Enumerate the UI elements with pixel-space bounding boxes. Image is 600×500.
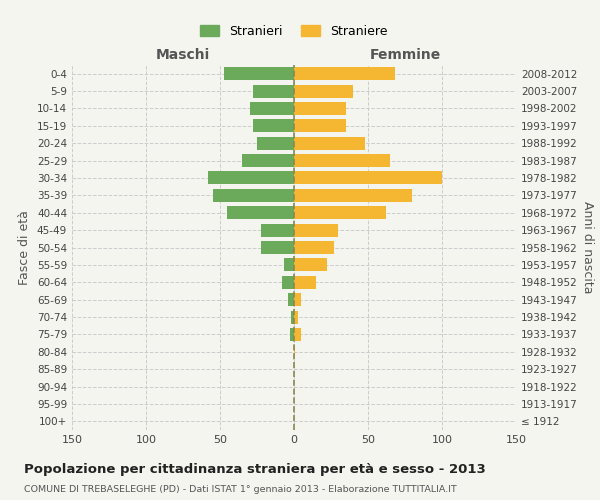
Bar bbox=[294, 136, 365, 149]
Bar bbox=[224, 67, 294, 80]
Bar bbox=[294, 154, 390, 167]
Text: COMUNE DI TREBASELEGHE (PD) - Dati ISTAT 1° gennaio 2013 - Elaborazione TUTTITAL: COMUNE DI TREBASELEGHE (PD) - Dati ISTAT… bbox=[24, 485, 457, 494]
Bar bbox=[291, 310, 294, 324]
Bar bbox=[294, 258, 326, 272]
Bar bbox=[262, 241, 294, 254]
Bar bbox=[294, 120, 346, 132]
Text: Maschi: Maschi bbox=[156, 48, 210, 62]
Bar bbox=[294, 84, 353, 98]
Bar bbox=[294, 224, 338, 236]
Bar bbox=[294, 293, 301, 306]
Bar bbox=[294, 328, 301, 341]
Bar bbox=[294, 346, 295, 358]
Bar bbox=[227, 206, 294, 220]
Bar bbox=[294, 102, 346, 115]
Bar bbox=[253, 120, 294, 132]
Bar bbox=[262, 224, 294, 236]
Bar bbox=[294, 189, 412, 202]
Bar bbox=[242, 154, 294, 167]
Bar bbox=[208, 172, 294, 184]
Bar bbox=[294, 276, 316, 289]
Bar bbox=[257, 136, 294, 149]
Bar bbox=[212, 189, 294, 202]
Text: Popolazione per cittadinanza straniera per età e sesso - 2013: Popolazione per cittadinanza straniera p… bbox=[24, 462, 486, 475]
Bar bbox=[290, 328, 294, 341]
Y-axis label: Fasce di età: Fasce di età bbox=[19, 210, 31, 285]
Bar bbox=[294, 172, 442, 184]
Bar bbox=[284, 258, 294, 272]
Bar bbox=[250, 102, 294, 115]
Bar bbox=[282, 276, 294, 289]
Bar bbox=[294, 241, 334, 254]
Bar bbox=[294, 310, 298, 324]
Legend: Stranieri, Straniere: Stranieri, Straniere bbox=[196, 20, 392, 43]
Bar bbox=[294, 206, 386, 220]
Bar bbox=[288, 293, 294, 306]
Y-axis label: Anni di nascita: Anni di nascita bbox=[581, 201, 594, 294]
Bar bbox=[294, 67, 395, 80]
Bar bbox=[253, 84, 294, 98]
Text: Femmine: Femmine bbox=[370, 48, 440, 62]
